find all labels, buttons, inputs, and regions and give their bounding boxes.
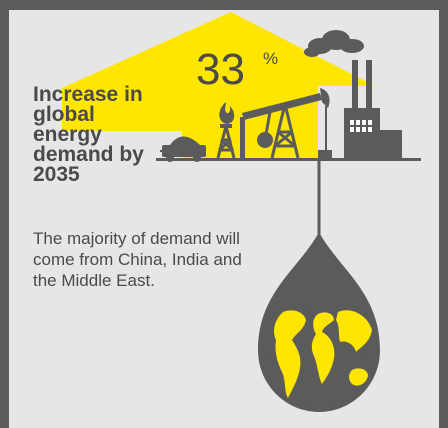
ground-line <box>156 158 421 161</box>
flame-icon <box>219 102 235 124</box>
coal-cart-icon <box>160 136 206 162</box>
stat-value: 33 <box>196 45 245 94</box>
smoke-cloud-icon <box>304 30 364 57</box>
oil-pump-icon <box>240 88 332 159</box>
drilling-rig-icon <box>216 124 236 159</box>
oil-drop-globe-icon <box>258 232 380 412</box>
headline: Increase in global energy demand by 2035 <box>33 83 144 186</box>
stat-unit: % <box>263 49 279 68</box>
body-text: The majority of demand will come from Ch… <box>33 229 242 290</box>
up-arrow-icon <box>62 12 375 160</box>
factory-icon <box>344 60 402 158</box>
